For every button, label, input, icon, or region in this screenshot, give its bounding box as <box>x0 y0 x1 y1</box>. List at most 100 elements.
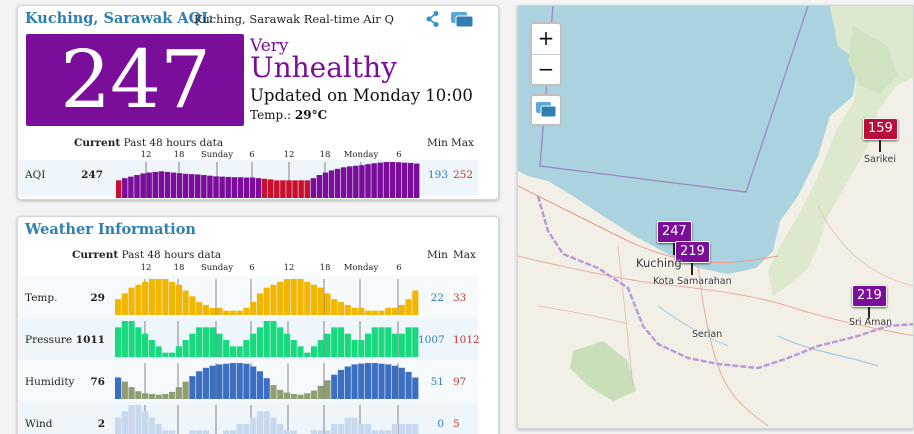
aqi-map[interactable]: + − 159 247 219 219 Sarikei Kuching Kota… <box>517 5 914 429</box>
history-bar <box>277 327 284 357</box>
history-bar <box>328 170 335 198</box>
history-bar <box>115 377 122 399</box>
history-bar <box>209 365 216 399</box>
history-bar <box>128 287 135 315</box>
zoom-in-button[interactable]: + <box>537 26 555 50</box>
history-bar <box>395 162 402 198</box>
weather-row-current: 29 <box>90 292 105 304</box>
history-bar <box>412 377 419 399</box>
history-bar <box>128 405 135 434</box>
history-bar <box>358 307 365 315</box>
history-bar <box>122 178 128 198</box>
history-bar <box>277 281 284 315</box>
weather-row-min: 51 <box>430 376 444 388</box>
town-label-kuching: Kuching <box>636 256 682 270</box>
weather-card: Weather Information Current Past 48 hour… <box>17 216 499 434</box>
history-bar <box>268 179 274 198</box>
layers-button[interactable] <box>530 94 562 126</box>
history-bar <box>162 430 169 434</box>
history-bar <box>236 424 243 434</box>
history-bar <box>385 430 392 434</box>
history-bar <box>250 366 257 399</box>
time-tick: 12 <box>283 150 295 160</box>
zoom-out-button[interactable]: − <box>532 54 560 84</box>
history-bar <box>298 180 304 198</box>
history-bar <box>115 327 122 357</box>
history-bar <box>280 180 286 198</box>
history-bar <box>169 281 176 315</box>
history-bar <box>155 346 162 357</box>
time-tick: 12 <box>283 263 295 273</box>
history-bar <box>135 284 142 315</box>
history-bar <box>292 180 298 198</box>
history-bar <box>353 165 359 198</box>
history-bar <box>405 327 412 357</box>
weather-row-min: 0 <box>437 418 444 430</box>
history-bar <box>121 411 128 434</box>
history-bar <box>196 371 203 399</box>
history-bar <box>331 424 338 434</box>
weather-card-title: Weather Information <box>25 221 196 238</box>
widget-cards-icon[interactable] <box>450 10 474 28</box>
aqi-card-title: Kuching, Sarawak AQI: <box>25 10 214 27</box>
weather-row-current: 1011 <box>75 334 105 346</box>
max-col-header: Max <box>451 137 474 149</box>
weather-history-header: Current Past 48 hours data <box>72 249 221 261</box>
share-icon[interactable] <box>425 10 441 28</box>
history-bar <box>121 381 128 399</box>
history-bar <box>310 178 317 198</box>
time-tick: Sunday <box>200 150 234 160</box>
history-bar <box>385 327 392 357</box>
aqi-row-label: AQI <box>25 169 46 181</box>
history-bar <box>270 417 277 434</box>
history-bar <box>286 180 292 198</box>
map-marker-kuching[interactable]: 247 <box>657 221 692 255</box>
history-bar <box>250 417 257 434</box>
history-bar <box>182 381 189 399</box>
history-bar <box>128 387 135 399</box>
history-bar <box>371 430 378 434</box>
history-bar <box>304 352 311 357</box>
history-bar <box>391 333 399 357</box>
history-bar <box>359 165 365 198</box>
history-bar <box>378 327 385 357</box>
map-canvas[interactable] <box>518 6 914 429</box>
history-bar <box>148 340 155 357</box>
history-bar <box>351 340 358 357</box>
aqi-row-max: 252 <box>453 169 474 181</box>
history-bar <box>378 310 385 315</box>
aqi-level-prefix: Very <box>250 36 289 56</box>
history-bar <box>377 162 383 198</box>
time-tick: 18 <box>319 150 331 160</box>
history-bar <box>201 175 207 198</box>
weather-max-col-header: Max <box>453 249 476 261</box>
history-bar <box>121 293 128 315</box>
history-bar <box>148 417 155 434</box>
history-bar <box>317 430 324 434</box>
map-marker-sri-aman[interactable]: 219 <box>852 285 887 319</box>
history-bar <box>162 279 169 315</box>
weather-row-min: 1007 <box>418 334 445 346</box>
history-bar <box>310 284 318 315</box>
aqi-row-current: 247 <box>81 169 103 181</box>
history-bar <box>412 424 419 434</box>
map-marker-sarikei[interactable]: 159 <box>863 118 898 152</box>
history-bar <box>324 380 331 399</box>
history-bar <box>263 287 270 315</box>
aqi-level: Unhealthy <box>250 51 397 84</box>
time-axis-ticks: 12 18 Sunday 6 12 18 Monday 6 <box>18 150 498 162</box>
history-bar <box>175 346 182 357</box>
time-tick: 18 <box>319 263 331 273</box>
map-marker-kota-samarahan[interactable]: 219 <box>675 241 710 275</box>
history-bar <box>283 333 291 357</box>
history-bar <box>310 390 318 399</box>
history-bar <box>162 393 169 399</box>
history-bar <box>158 171 165 198</box>
history-bar <box>270 284 277 315</box>
history-bar <box>385 307 392 315</box>
history-bar <box>412 290 419 315</box>
history-bar <box>115 417 122 434</box>
history-bar <box>378 430 385 434</box>
history-bar <box>290 279 297 315</box>
time-tick: 12 <box>140 263 152 273</box>
